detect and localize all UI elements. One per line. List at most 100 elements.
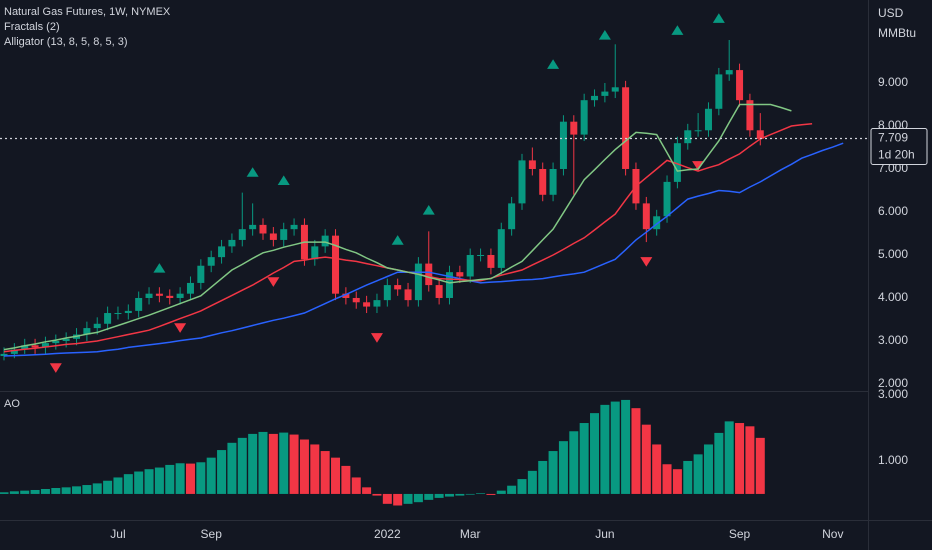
ao-bar bbox=[755, 437, 765, 494]
candle-body bbox=[41, 343, 49, 348]
candle-body bbox=[228, 239, 236, 247]
candle-body bbox=[186, 282, 194, 294]
ao-bar bbox=[289, 434, 299, 494]
ao-bar bbox=[279, 432, 289, 494]
y-tick-label: 6.000 bbox=[878, 204, 908, 218]
indicator-legend: Alligator (13, 8, 5, 8, 5, 3) bbox=[4, 36, 128, 48]
candle-body bbox=[269, 233, 277, 240]
candle-body bbox=[466, 254, 474, 277]
last-price-label: 7.709 bbox=[878, 131, 908, 145]
x-tick-label: Sep bbox=[201, 527, 223, 541]
candle-body bbox=[332, 235, 340, 294]
indicator-legend: Fractals (2) bbox=[4, 21, 60, 33]
ao-bar bbox=[476, 493, 486, 494]
ao-bar bbox=[206, 457, 216, 494]
candle-body bbox=[663, 181, 671, 217]
ao-bar bbox=[444, 493, 454, 497]
candle-body bbox=[704, 108, 712, 131]
alligator-line bbox=[3, 142, 844, 357]
candle-body bbox=[673, 143, 681, 182]
ao-bar bbox=[527, 470, 537, 494]
ao-bar bbox=[299, 439, 309, 494]
indicator-legend: AO bbox=[4, 398, 20, 410]
candle-body bbox=[404, 289, 412, 301]
candle-body bbox=[456, 272, 464, 277]
fractal-down bbox=[640, 257, 653, 267]
ao-bar bbox=[51, 488, 61, 494]
ao-bar bbox=[693, 454, 703, 494]
candle-body bbox=[725, 70, 733, 75]
candle-body bbox=[93, 323, 101, 329]
ao-bar bbox=[683, 460, 693, 494]
x-tick-label: Jun bbox=[595, 527, 614, 541]
ao-bar bbox=[372, 493, 382, 496]
candle-body bbox=[363, 302, 371, 307]
last-price-box bbox=[870, 127, 928, 165]
ao-bar bbox=[745, 426, 755, 494]
candle-body bbox=[487, 254, 495, 268]
fractal-up bbox=[422, 205, 435, 215]
candle-body bbox=[756, 130, 764, 139]
ao-bar bbox=[0, 492, 9, 494]
candle-body bbox=[311, 246, 319, 260]
candle-body bbox=[83, 328, 91, 335]
ao-bar bbox=[248, 433, 258, 494]
fractal-up bbox=[153, 263, 166, 273]
candle-body bbox=[259, 224, 267, 234]
ao-bar bbox=[258, 431, 268, 494]
ao-bar bbox=[20, 490, 30, 494]
ao-bar bbox=[72, 486, 82, 494]
candle-body bbox=[31, 345, 39, 348]
fractal-down bbox=[174, 323, 187, 333]
ao-bar bbox=[517, 479, 527, 494]
candle-body bbox=[653, 216, 661, 230]
candle-body bbox=[611, 87, 619, 92]
fractal-up bbox=[547, 59, 560, 69]
countdown: 1d 20h bbox=[878, 148, 915, 162]
ao-bar bbox=[393, 493, 403, 506]
ao-bar bbox=[268, 433, 278, 494]
fractal-up bbox=[598, 30, 611, 40]
candle-body bbox=[104, 313, 112, 324]
candle-body bbox=[477, 254, 485, 256]
ao-bar bbox=[154, 467, 164, 494]
candle-body bbox=[114, 313, 122, 315]
ao-bar bbox=[703, 444, 713, 494]
x-tick-label: Jul bbox=[110, 527, 125, 541]
candle-body bbox=[539, 168, 547, 195]
candle-body bbox=[642, 203, 650, 230]
ao-bar bbox=[217, 450, 227, 494]
ao-bar bbox=[320, 451, 330, 494]
candle-body bbox=[559, 121, 567, 169]
fractal-down bbox=[370, 333, 383, 343]
ao-bar bbox=[590, 413, 600, 494]
ao-bar bbox=[123, 474, 133, 494]
candle-body bbox=[435, 285, 443, 298]
candle-body bbox=[580, 100, 588, 135]
fractal-up bbox=[277, 175, 290, 185]
ao-bar bbox=[227, 442, 237, 494]
candle-body bbox=[166, 295, 174, 298]
ao-bar bbox=[507, 485, 517, 494]
candle-body bbox=[394, 285, 402, 290]
candle-body bbox=[342, 293, 350, 298]
fractal-down bbox=[267, 277, 280, 287]
ao-bar bbox=[641, 424, 651, 494]
candle-body bbox=[238, 229, 246, 240]
ao-bar bbox=[9, 491, 19, 494]
candle-body bbox=[197, 265, 205, 283]
y-tick-label: 2.000 bbox=[878, 376, 908, 390]
ao-bar bbox=[558, 441, 568, 494]
y-tick-label: 3.000 bbox=[878, 333, 908, 347]
currency: USD bbox=[878, 6, 904, 20]
candle-body bbox=[694, 130, 702, 132]
ao-bar bbox=[538, 460, 548, 494]
ao-bar bbox=[113, 477, 123, 494]
candle-body bbox=[746, 100, 754, 131]
candle-body bbox=[135, 297, 143, 311]
ao-bar bbox=[465, 493, 475, 495]
ao-bar bbox=[351, 477, 361, 494]
